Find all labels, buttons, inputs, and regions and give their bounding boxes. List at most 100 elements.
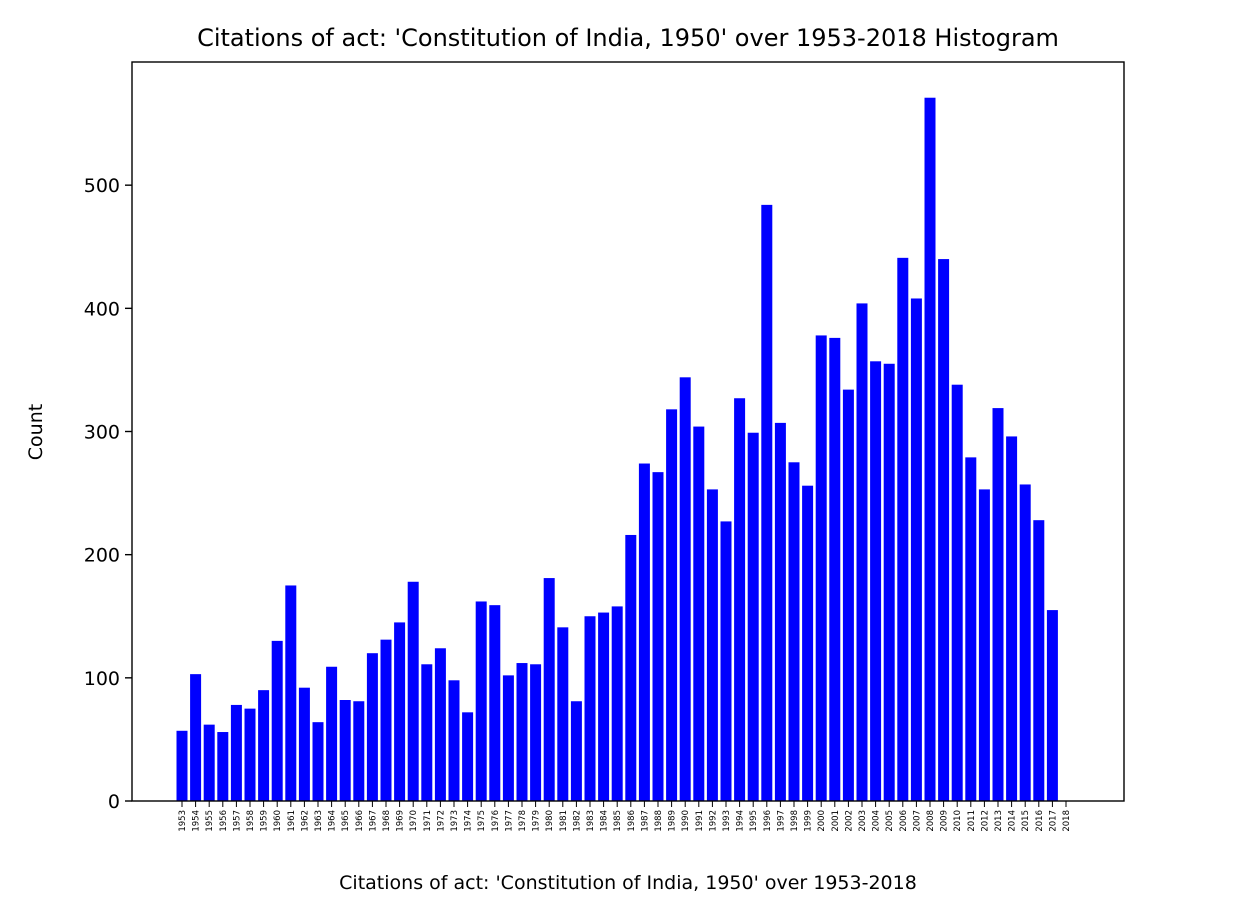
x-tick-label: 2004: [872, 810, 882, 832]
x-tick-label: 1968: [382, 810, 392, 832]
x-tick-label: 2008: [926, 810, 936, 832]
bar-2017: [1046, 610, 1058, 801]
x-tick-label: 1982: [572, 810, 582, 832]
x-tick-label: 1958: [246, 810, 256, 832]
bar-2011: [965, 457, 977, 801]
bar-1977: [502, 675, 514, 801]
x-tick-label: 1993: [722, 810, 732, 832]
x-tick-label: 1970: [409, 810, 419, 832]
bar-1962: [298, 687, 310, 801]
x-tick-label: 1973: [450, 810, 460, 832]
bar-1979: [530, 664, 542, 801]
bar-2013: [992, 408, 1004, 801]
bar-1989: [666, 409, 678, 801]
bar-1953: [176, 730, 188, 801]
x-tick-label: 1965: [341, 810, 351, 832]
x-tick-label: 1974: [464, 810, 474, 832]
x-tick-label: 2002: [844, 810, 854, 832]
bar-1975: [475, 601, 487, 801]
bar-1994: [734, 398, 746, 801]
x-tick-label: 1983: [586, 810, 596, 832]
bar-2001: [829, 337, 841, 801]
bar-1993: [720, 521, 732, 801]
x-tick-label: 1964: [328, 810, 338, 832]
x-tick-label: 1984: [600, 810, 610, 832]
bar-1954: [190, 674, 202, 801]
bar-1987: [638, 463, 650, 801]
x-tick-label: 2006: [899, 810, 909, 832]
x-tick-label: 2018: [1062, 810, 1072, 832]
bar-1959: [258, 690, 270, 801]
x-tick-label: 1994: [736, 810, 746, 832]
bar-1958: [244, 708, 256, 802]
bar-1997: [774, 422, 786, 801]
x-tick-label: 1961: [287, 810, 297, 832]
bar-2008: [924, 97, 936, 802]
bar-1963: [312, 722, 324, 801]
x-tick-label: 1953: [178, 810, 188, 832]
x-tick-label: 1963: [314, 810, 324, 832]
y-tick-label: 300: [84, 422, 120, 444]
x-tick-label: 1960: [273, 810, 283, 832]
x-tick-label: 2016: [1035, 810, 1045, 832]
bar-2002: [842, 389, 854, 801]
bar-1995: [747, 432, 759, 801]
bar-1960: [271, 640, 283, 801]
bar-1964: [326, 666, 338, 801]
x-tick-label: 1999: [804, 810, 814, 832]
bar-1991: [693, 426, 705, 801]
x-tick-label: 2014: [1008, 810, 1018, 832]
bar-1969: [394, 622, 406, 801]
y-tick-label: 500: [84, 175, 120, 197]
x-tick-label: 1991: [695, 810, 705, 832]
x-tick-label: 1955: [205, 810, 215, 832]
x-tick-label: 1969: [396, 810, 406, 832]
bar-1998: [788, 462, 800, 801]
x-tick-label: 2000: [817, 810, 827, 832]
x-tick-label: 1985: [613, 810, 623, 832]
bar-2016: [1033, 520, 1045, 801]
bar-2004: [870, 361, 882, 801]
x-tick-label: 1979: [532, 810, 542, 832]
y-ticks-group: 0 100 200 300 400 500: [84, 175, 132, 813]
x-tick-label: 2011: [967, 810, 977, 832]
x-tick-label: 1992: [708, 810, 718, 832]
bar-1992: [706, 489, 718, 801]
x-tick-label: 1972: [436, 810, 446, 832]
x-tick-label: 1975: [477, 810, 487, 832]
bar-1976: [489, 605, 501, 801]
x-tick-label: 2012: [980, 810, 990, 832]
bar-1990: [679, 377, 691, 801]
x-tick-label: 1956: [219, 810, 229, 832]
x-tick-label: 1966: [355, 810, 365, 832]
x-tick-label: 1959: [260, 810, 270, 832]
x-tick-label: 1986: [627, 810, 637, 832]
x-tick-label: 1962: [300, 810, 310, 832]
bar-2014: [1006, 436, 1018, 801]
chart-title: Citations of act: 'Constitution of India…: [197, 24, 1059, 52]
x-tick-label: 2007: [912, 810, 922, 832]
bar-1968: [380, 639, 392, 801]
y-tick-label: 100: [84, 668, 120, 690]
bar-1973: [448, 680, 460, 801]
x-tick-label: 2015: [1021, 810, 1031, 832]
bar-1988: [652, 472, 664, 801]
bar-1983: [584, 616, 596, 801]
x-tick-label: 2017: [1048, 810, 1058, 832]
x-axis-label: Citations of act: 'Constitution of India…: [339, 872, 917, 894]
plot-frame: [131, 61, 1125, 802]
bar-1971: [421, 664, 433, 801]
y-tick-label: 200: [84, 545, 120, 567]
bar-1986: [625, 534, 637, 801]
bar-1972: [434, 648, 446, 801]
x-tick-label: 2013: [994, 810, 1004, 832]
x-tick-label: 1990: [681, 810, 691, 832]
x-tick-label: 1957: [232, 810, 242, 832]
bar-1957: [230, 704, 242, 801]
x-tick-label: 1981: [559, 810, 569, 832]
bar-2015: [1019, 484, 1031, 801]
bar-1956: [217, 732, 229, 801]
bar-2012: [978, 489, 990, 801]
bar-1978: [516, 663, 528, 801]
